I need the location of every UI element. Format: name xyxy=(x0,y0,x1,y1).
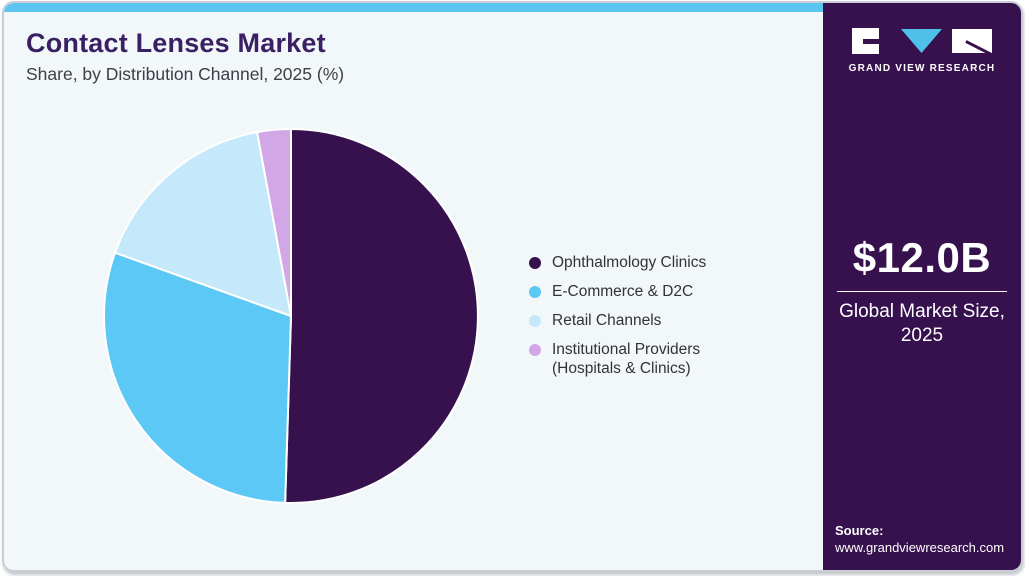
legend-dot-icon xyxy=(529,344,541,356)
source-block: Source: www.grandviewresearch.com xyxy=(835,522,1004,556)
divider xyxy=(837,291,1007,292)
pie-slice-2 xyxy=(103,251,292,504)
pie-slice-1 xyxy=(284,128,479,504)
market-size-value: $12.0B xyxy=(852,234,992,281)
page-subtitle: Share, by Distribution Channel, 2025 (%) xyxy=(26,64,345,84)
legend-dot-icon xyxy=(529,286,541,298)
gvr-logo-icon xyxy=(852,28,994,56)
legend-label: E-Commerce & D2C xyxy=(552,283,694,300)
pie-slice-4 xyxy=(256,128,292,317)
pie-chart-svg xyxy=(103,128,479,504)
brand-sidebar: GRAND VIEW RESEARCH $12.0B Global Market… xyxy=(823,3,1021,570)
legend-dot-icon xyxy=(529,315,541,327)
page-title: Contact Lenses Market xyxy=(26,28,326,58)
pie-slice-3 xyxy=(114,131,292,317)
pie-chart xyxy=(101,126,481,506)
brand-logo: GRAND VIEW RESEARCH xyxy=(823,28,1021,74)
source-url: www.grandviewresearch.com xyxy=(835,540,1005,555)
brand-name: GRAND VIEW RESEARCH xyxy=(848,63,996,74)
logo-letter-r-icon xyxy=(952,29,994,56)
chart-legend: Ophthalmology Clinics E-Commerce & D2C Ret… xyxy=(529,253,742,388)
chart-panel: Contact Lenses Market Share, by Distribu… xyxy=(4,3,823,570)
logo-letter-g-icon xyxy=(852,28,879,54)
logo-letter-v-icon xyxy=(901,29,942,53)
accent-strip xyxy=(4,3,823,12)
legend-dot-icon xyxy=(529,257,541,269)
legend-label: Institutional Providers (Hospitals & Cli… xyxy=(552,341,701,377)
chart-header: Contact Lenses Market Share, by Distribu… xyxy=(4,12,823,85)
legend-item-3: Retail Channels xyxy=(529,311,742,330)
legend-label: Retail Channels xyxy=(552,312,662,329)
legend-item-2: E-Commerce & D2C xyxy=(529,282,742,301)
market-size-label: Global Market Size, 2025 xyxy=(839,301,1005,346)
legend-item-1: Ophthalmology Clinics xyxy=(529,253,742,272)
source-label: Source: xyxy=(835,523,884,538)
legend-item-4: Institutional Providers (Hospitals & Cli… xyxy=(529,340,742,378)
market-size-block: $12.0B Global Market Size, 2025 xyxy=(823,234,1021,348)
legend-label: Ophthalmology Clinics xyxy=(552,254,707,271)
